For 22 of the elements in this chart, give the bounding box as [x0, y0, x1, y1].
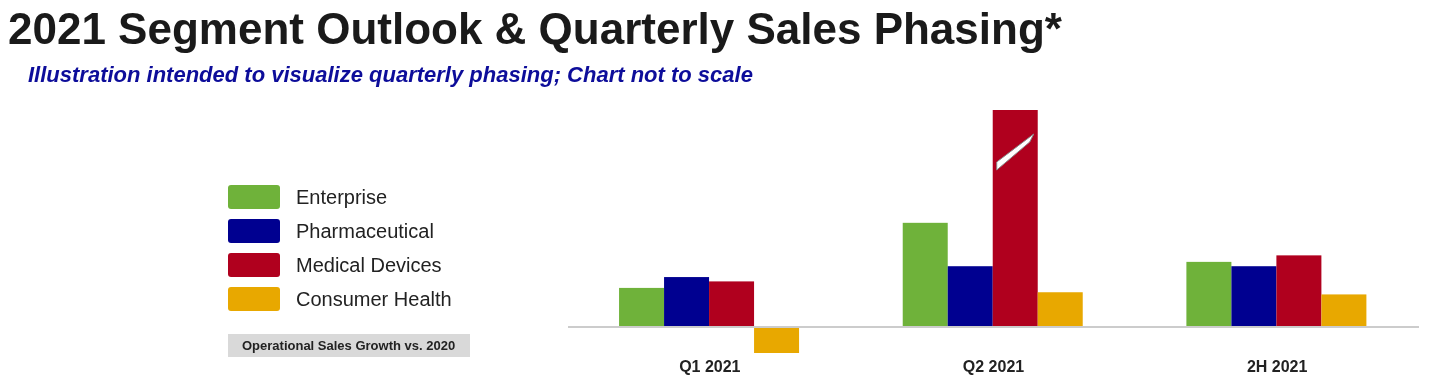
bar	[1186, 261, 1232, 327]
legend-label: Consumer Health	[296, 287, 452, 311]
legend-label: Medical Devices	[296, 253, 442, 277]
bar	[1037, 292, 1083, 327]
bar	[992, 110, 1038, 327]
bar	[664, 277, 710, 327]
bar	[1276, 255, 1322, 327]
x-tick-label: Q2 2021	[962, 358, 1025, 376]
legend-title: Operational Sales Growth vs. 2020	[228, 334, 470, 357]
chart-title: 2021 Segment Outlook & Quarterly Sales Phasing*	[8, 7, 1062, 54]
bar	[619, 287, 665, 327]
legend-label: Pharmaceutical	[296, 219, 434, 243]
legend-label: Enterprise	[296, 185, 388, 209]
bar	[1231, 266, 1277, 327]
x-tick-label: 2H 2021	[1246, 358, 1308, 376]
bar	[1321, 294, 1367, 327]
bar	[709, 281, 755, 327]
bar	[947, 266, 993, 327]
x-tick-label: Q1 2021	[679, 358, 741, 376]
bar	[902, 222, 948, 327]
bar	[754, 326, 800, 353]
text: Illustration intended to visualize quarterly phasing; Chart not to scale	[28, 62, 753, 88]
